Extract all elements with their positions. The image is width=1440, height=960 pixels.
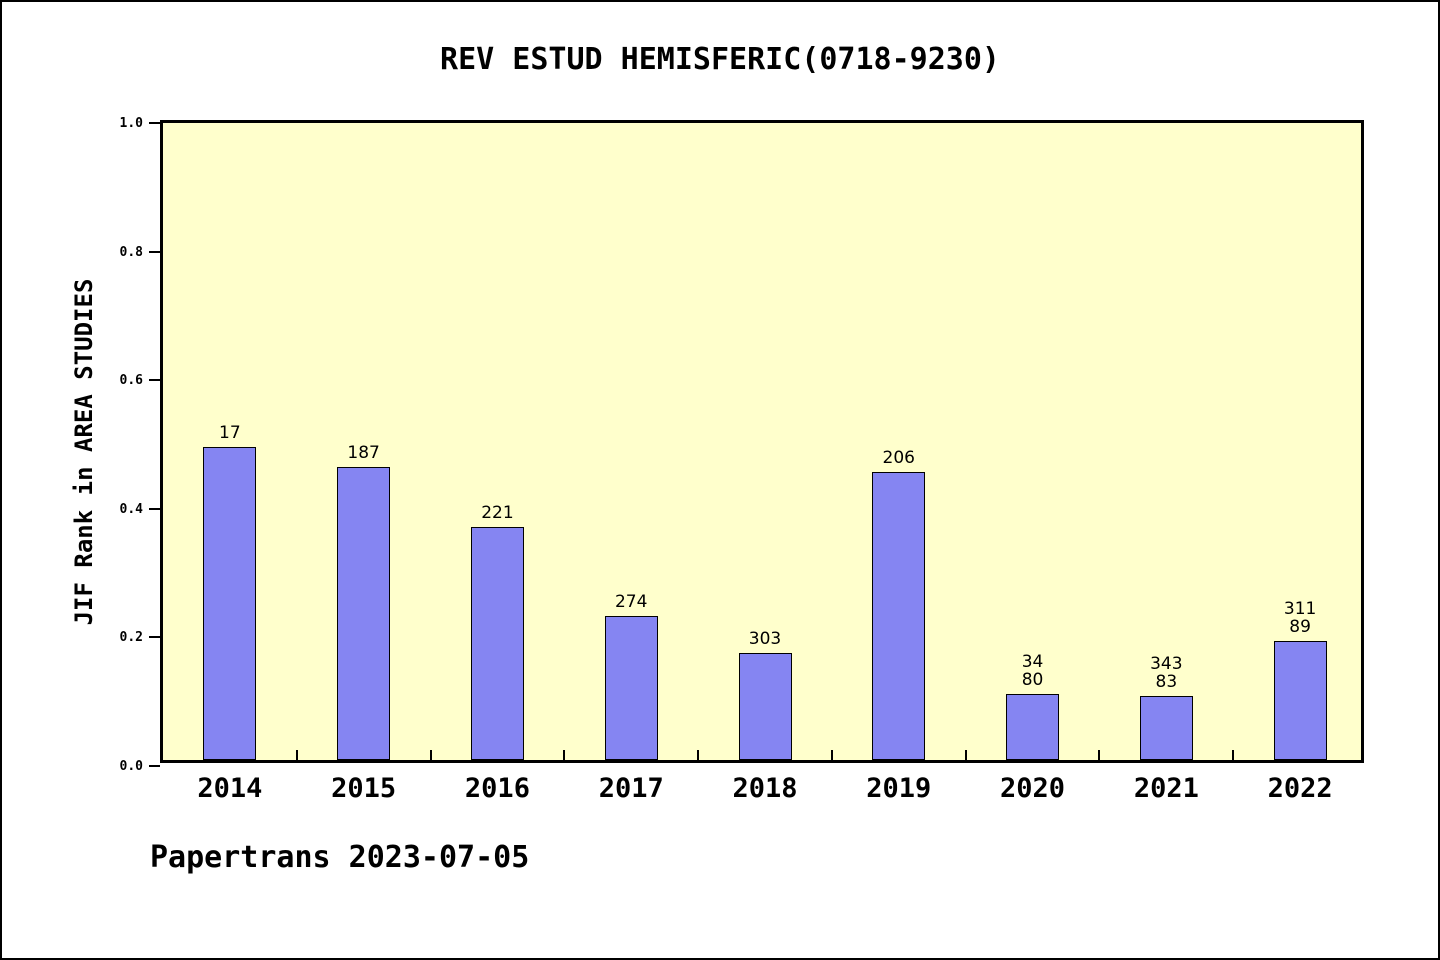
x-tick-mark xyxy=(1232,750,1235,760)
y-tick-label: 0.0 xyxy=(119,759,143,774)
y-tick-label: 0.6 xyxy=(119,373,143,389)
bar xyxy=(738,653,792,760)
bar xyxy=(1139,695,1193,760)
x-category-label: 2016 xyxy=(464,773,530,804)
bar xyxy=(872,471,926,760)
bar-value-label: 274 xyxy=(614,591,648,612)
x-tick-mark xyxy=(295,750,298,760)
y-tick-mark xyxy=(149,122,160,124)
x-category-label: 2015 xyxy=(331,773,397,804)
x-tick-mark xyxy=(830,750,833,760)
y-axis-label: JIF Rank in AREA STUDIES xyxy=(70,278,98,626)
bar-value-label: 303 xyxy=(748,629,782,650)
y-tick-mark xyxy=(149,250,160,253)
x-category-label: 2021 xyxy=(1133,773,1199,804)
x-tick-mark xyxy=(697,750,700,760)
y-tick-mark xyxy=(149,765,160,767)
y-tick-label: 1.0 xyxy=(119,116,143,131)
y-tick-label: 0.4 xyxy=(119,501,143,517)
y-tick-mark xyxy=(149,507,160,510)
bar xyxy=(604,615,658,760)
y-tick-label: 0.8 xyxy=(119,244,143,260)
y-tick-mark xyxy=(149,636,160,639)
x-category-label: 2022 xyxy=(1267,773,1333,804)
footer-watermark: Papertrans 2023-07-05 xyxy=(150,840,530,875)
x-category-label: 2014 xyxy=(197,773,263,804)
bar xyxy=(337,466,391,760)
x-tick-mark xyxy=(964,750,967,760)
x-category-label: 2018 xyxy=(732,773,798,804)
bar xyxy=(1273,641,1327,760)
bar-value-label: 187 xyxy=(347,442,380,463)
bar-value-label: 221 xyxy=(481,503,514,524)
x-category-label: 2019 xyxy=(866,773,932,804)
bar xyxy=(203,446,257,760)
bar-value-label: 311 89 xyxy=(1283,599,1317,638)
y-tick-label: 0.2 xyxy=(119,630,143,646)
x-category-label: 2020 xyxy=(1000,773,1066,804)
bar-value-label: 34 80 xyxy=(1021,652,1044,691)
x-tick-mark xyxy=(563,750,566,760)
bar-value-label: 343 83 xyxy=(1150,653,1183,692)
plot-area: 0.0 0.2 0.4 0.6 0.8 1.0 17 2014 187 2015 221 2016 27… xyxy=(120,117,1364,804)
bar-value-label: 206 xyxy=(882,447,915,468)
bar-value-label: 17 xyxy=(219,422,241,443)
x-category-label: 2017 xyxy=(598,773,664,804)
bar xyxy=(470,527,524,760)
chart-title: REV ESTUD HEMISFERIC(0718-9230) xyxy=(440,42,1000,77)
bar xyxy=(1006,694,1060,760)
y-tick-mark xyxy=(149,379,160,382)
x-tick-mark xyxy=(429,750,432,760)
x-tick-mark xyxy=(1098,750,1101,760)
